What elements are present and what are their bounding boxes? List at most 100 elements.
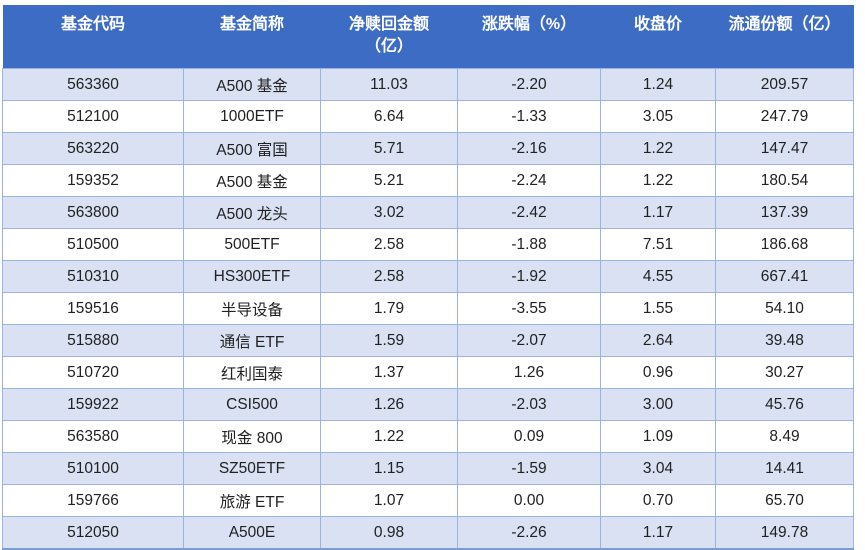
table-cell: 6.64 [320, 100, 458, 133]
table-cell: 147.47 [715, 132, 854, 165]
table-row: 563800 A500 龙头 3.02 -2.42 1.17 137.39 [2, 196, 854, 229]
table-cell: A500 龙头 [183, 196, 321, 229]
table-cell: 1.17 [600, 196, 716, 229]
table-cell: 500ETF [183, 228, 321, 261]
table-cell: 247.79 [715, 100, 854, 133]
table-row: 510100 SZ50ETF 1.15 -1.59 3.04 14.41 [2, 452, 854, 485]
column-header-close-price: 收盘价 [600, 5, 716, 69]
table-cell: 515880 [2, 324, 184, 357]
table-cell: 563360 [2, 68, 184, 101]
table-cell: 1000ETF [183, 100, 321, 133]
table-cell: 现金 800 [183, 420, 321, 453]
table-cell: 3.04 [600, 452, 716, 485]
table-cell: -1.33 [457, 100, 601, 133]
table-cell: 通信 ETF [183, 324, 321, 357]
table-cell: 1.26 [457, 356, 601, 389]
header-row: 基金代码 基金简称 净赎回金额 （亿） 涨跌幅（%） 收盘价 流通份额（亿） [2, 5, 854, 69]
table-cell: 65.70 [715, 484, 854, 517]
table-cell: 1.17 [600, 516, 716, 550]
table-cell: 1.15 [320, 452, 458, 485]
table-cell: 3.00 [600, 388, 716, 421]
table-cell: 510720 [2, 356, 184, 389]
table-cell: -2.20 [457, 68, 601, 101]
table-cell: 1.37 [320, 356, 458, 389]
table-cell: 11.03 [320, 68, 458, 101]
column-header-fund-name: 基金简称 [183, 5, 321, 69]
table-cell: 0.00 [457, 484, 601, 517]
table-cell: -2.42 [457, 196, 601, 229]
table-cell: 512050 [2, 516, 184, 550]
table-cell: 2.58 [320, 260, 458, 293]
table-cell: 14.41 [715, 452, 854, 485]
table-cell: 510100 [2, 452, 184, 485]
table-cell: CSI500 [183, 388, 321, 421]
table-cell: -1.88 [457, 228, 601, 261]
table-cell: 39.48 [715, 324, 854, 357]
table-cell: -2.24 [457, 164, 601, 197]
table-cell: 半导设备 [183, 292, 321, 325]
table-cell: A500 富国 [183, 132, 321, 165]
table-cell: 3.05 [600, 100, 716, 133]
table-cell: 0.96 [600, 356, 716, 389]
table-cell: 159352 [2, 164, 184, 197]
table-row: 563220 A500 富国 5.71 -2.16 1.22 147.47 [2, 132, 854, 165]
table-cell: 1.07 [320, 484, 458, 517]
table-row: 563580 现金 800 1.22 0.09 1.09 8.49 [2, 420, 854, 453]
table-cell: 30.27 [715, 356, 854, 389]
table-cell: 563580 [2, 420, 184, 453]
table-cell: 1.09 [600, 420, 716, 453]
table-cell: 45.76 [715, 388, 854, 421]
table-cell: -2.07 [457, 324, 601, 357]
table-cell: 1.59 [320, 324, 458, 357]
table-cell: 563220 [2, 132, 184, 165]
table-cell: 0.70 [600, 484, 716, 517]
table-cell: 4.55 [600, 260, 716, 293]
table-header: 基金代码 基金简称 净赎回金额 （亿） 涨跌幅（%） 收盘价 流通份额（亿） [2, 5, 854, 69]
table-row: 515880 通信 ETF 1.59 -2.07 2.64 39.48 [2, 324, 854, 357]
table-cell: 5.21 [320, 164, 458, 197]
table-cell: SZ50ETF [183, 452, 321, 485]
table-cell: 510310 [2, 260, 184, 293]
table-cell: 54.10 [715, 292, 854, 325]
table-cell: 0.98 [320, 516, 458, 550]
table-cell: 209.57 [715, 68, 854, 101]
table-row: 159766 旅游 ETF 1.07 0.00 0.70 65.70 [2, 484, 854, 517]
table-cell: 159766 [2, 484, 184, 517]
table-cell: 0.09 [457, 420, 601, 453]
table-row: 159922 CSI500 1.26 -2.03 3.00 45.76 [2, 388, 854, 421]
table-cell: 149.78 [715, 516, 854, 550]
table-cell: 512100 [2, 100, 184, 133]
column-header-fund-code: 基金代码 [2, 5, 184, 69]
fund-redemption-table: 基金代码 基金简称 净赎回金额 （亿） 涨跌幅（%） 收盘价 流通份额（亿） 5… [2, 5, 854, 550]
column-header-float-shares: 流通份额（亿） [715, 5, 854, 69]
table-cell: -1.59 [457, 452, 601, 485]
table-cell: 2.58 [320, 228, 458, 261]
table-cell: A500 基金 [183, 68, 321, 101]
table-cell: 510500 [2, 228, 184, 261]
table-cell: -3.55 [457, 292, 601, 325]
table-cell: 7.51 [600, 228, 716, 261]
table-cell: 667.41 [715, 260, 854, 293]
table-cell: 1.22 [600, 132, 716, 165]
table-row: 512050 A500E 0.98 -2.26 1.17 149.78 [2, 516, 854, 550]
table-row: 159352 A500 基金 5.21 -2.24 1.22 180.54 [2, 164, 854, 197]
table-cell: 159922 [2, 388, 184, 421]
table-cell: 563800 [2, 196, 184, 229]
table-cell: 5.71 [320, 132, 458, 165]
table-row: 512100 1000ETF 6.64 -1.33 3.05 247.79 [2, 100, 854, 133]
table-body: 563360 A500 基金 11.03 -2.20 1.24 209.57 512100 1… [2, 68, 854, 550]
table-cell: 8.49 [715, 420, 854, 453]
table-row: 563360 A500 基金 11.03 -2.20 1.24 209.57 [2, 68, 854, 101]
table-cell: -2.03 [457, 388, 601, 421]
table-cell: 1.24 [600, 68, 716, 101]
table-cell: A500 基金 [183, 164, 321, 197]
table-cell: A500E [183, 516, 321, 550]
table-cell: -2.16 [457, 132, 601, 165]
table-cell: -2.26 [457, 516, 601, 550]
table-cell: 1.79 [320, 292, 458, 325]
table-row: 510310 HS300ETF 2.58 -1.92 4.55 667.41 [2, 260, 854, 293]
table-row: 510500 500ETF 2.58 -1.88 7.51 186.68 [2, 228, 854, 261]
table-cell: 180.54 [715, 164, 854, 197]
table-cell: HS300ETF [183, 260, 321, 293]
table-cell: 3.02 [320, 196, 458, 229]
